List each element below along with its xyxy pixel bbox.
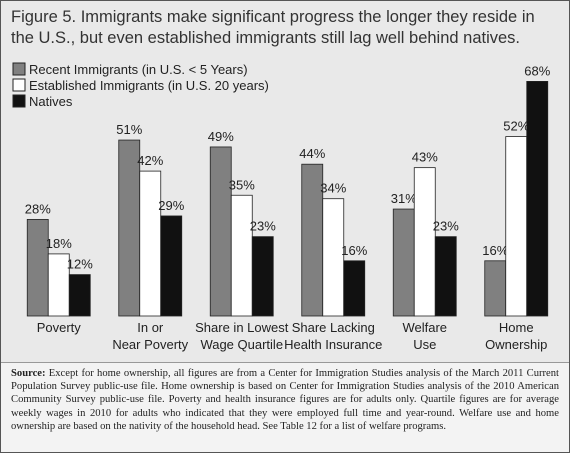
data-label: 44% bbox=[299, 146, 325, 161]
bar bbox=[322, 198, 345, 317]
data-label: 16% bbox=[341, 243, 367, 258]
bar bbox=[343, 260, 366, 317]
legend-swatch bbox=[12, 62, 26, 76]
bar bbox=[251, 236, 274, 317]
bar bbox=[505, 136, 528, 317]
x-tick-label: Share Lacking bbox=[292, 320, 375, 335]
data-label: 42% bbox=[137, 153, 163, 168]
source-note: Source: Except for home ownership, all f… bbox=[1, 362, 569, 452]
x-tick-label: Health Insurance bbox=[284, 337, 382, 352]
bar bbox=[434, 236, 457, 317]
data-label: 43% bbox=[412, 150, 438, 165]
x-tick-label: Wage Quartile bbox=[200, 337, 283, 352]
data-label: 23% bbox=[433, 219, 459, 234]
bar bbox=[26, 218, 49, 317]
data-label: 29% bbox=[158, 198, 184, 213]
x-tick-label: In or bbox=[137, 320, 164, 335]
x-tick-label: Poverty bbox=[37, 320, 82, 335]
x-tick-label: Use bbox=[413, 337, 436, 352]
source-text: Except for home ownership, all figures a… bbox=[11, 368, 559, 432]
bar bbox=[413, 167, 436, 317]
data-label: 49% bbox=[208, 129, 234, 144]
data-label: 68% bbox=[524, 63, 550, 78]
data-label: 34% bbox=[320, 181, 346, 196]
chart: Recent Immigrants (in U.S. < 5 Years)Est… bbox=[12, 62, 551, 352]
legend-label: Natives bbox=[29, 94, 73, 109]
bar bbox=[139, 170, 162, 317]
x-tick-label: Ownership bbox=[485, 337, 547, 352]
source-label: Source: bbox=[11, 368, 46, 379]
data-label: 35% bbox=[229, 177, 255, 192]
legend-label: Recent Immigrants (in U.S. < 5 Years) bbox=[29, 62, 248, 77]
legend-label: Established Immigrants (in U.S. 20 years… bbox=[29, 78, 269, 93]
bar bbox=[392, 208, 415, 317]
bar bbox=[230, 194, 253, 317]
bar bbox=[160, 215, 183, 317]
x-tick-label: Share in Lowest bbox=[195, 320, 289, 335]
data-label: 52% bbox=[503, 119, 529, 134]
data-label: 28% bbox=[25, 201, 51, 216]
chart-title: Figure 5. Immigrants make significant pr… bbox=[11, 8, 535, 47]
data-label: 31% bbox=[391, 191, 417, 206]
x-tick-label: Welfare bbox=[402, 320, 447, 335]
data-label: 23% bbox=[250, 219, 276, 234]
legend-swatch bbox=[12, 94, 26, 108]
x-tick-label: Near Poverty bbox=[112, 337, 188, 352]
data-label: 16% bbox=[482, 243, 508, 258]
data-label: 51% bbox=[116, 122, 142, 137]
bar bbox=[484, 260, 507, 317]
data-label: 12% bbox=[67, 257, 93, 272]
bar bbox=[68, 274, 91, 317]
x-tick-label: Home bbox=[499, 320, 534, 335]
bar bbox=[526, 81, 549, 317]
bar bbox=[209, 146, 232, 317]
data-label: 18% bbox=[46, 236, 72, 251]
legend-swatch bbox=[12, 78, 26, 92]
